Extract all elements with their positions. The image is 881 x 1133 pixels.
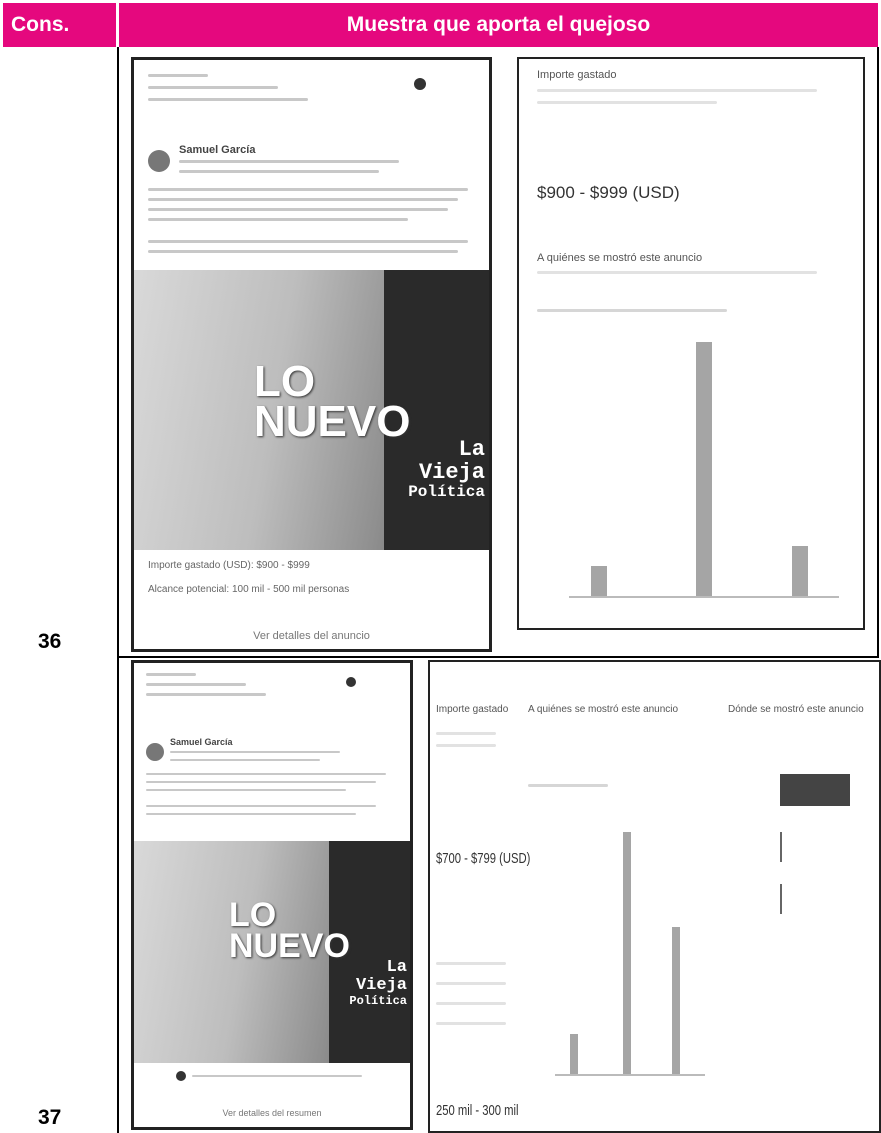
text-line [436,982,506,985]
text-line [192,1075,362,1077]
tagline: La Vieja Política [408,438,485,501]
text-line [148,240,468,243]
text-line [436,1022,506,1025]
header-text: Cons. [11,13,70,36]
tab-row [537,309,727,312]
bar [591,566,607,596]
tag: La [458,437,485,462]
text-line [148,98,308,101]
tag: Política [408,483,485,502]
tag: Vieja [355,975,407,995]
icon [414,78,426,90]
author: Samuel García [179,144,256,156]
spend-value: $900 - $999 (USD) [537,183,680,202]
ad-image-panel [329,841,410,1063]
bar [696,342,712,596]
text-line [179,160,399,163]
text-line [148,188,468,191]
bar [570,1034,578,1074]
spend-value: $700 - $799 (USD) [436,850,531,867]
row-border [117,656,879,658]
text-line [146,805,376,807]
ad-stats: Importe gastado $900 - $999 (USD) A quié… [517,57,865,630]
text-line [148,86,278,89]
tagline: La Vieja Política [349,959,407,1007]
hbar [780,884,782,914]
text-line [148,74,208,77]
text-line [179,170,379,173]
text-line [170,751,340,753]
bar [792,546,808,596]
text-line [148,198,458,201]
ad-post: Samuel García LO NUEVO La Vieja Política I… [131,57,492,652]
hbar [780,774,850,806]
ad-post: Samuel García LO NUEVO La Vieja Política V… [131,660,413,1130]
text-line [537,271,817,274]
text-line [148,218,408,221]
author: Samuel García [170,737,233,747]
baseline [569,596,839,598]
section-title: A quiénes se mostró este anuncio [528,704,679,715]
text-line [146,683,246,686]
text-line [436,744,496,747]
icon [346,677,356,687]
section-title: Importe gastado [537,69,617,81]
text-line [170,759,320,761]
text-line [537,101,717,104]
text-line [148,208,448,211]
avatar [146,743,164,761]
bar [623,832,631,1074]
reach: Alcance potencial: 100 mil - 500 mil per… [148,584,350,595]
details-link[interactable]: Ver detalles del anuncio [253,630,370,642]
ad-image-panel [384,270,489,550]
ad-stats: Importe gastado $700 - $799 (USD) 250 mi… [428,660,881,1133]
headline: NUEVO [254,397,411,446]
headline: NUEVO [229,927,350,965]
section-title: Importe gastado [436,704,509,715]
table-border [877,47,879,657]
text-line [436,962,506,965]
icon [176,1071,186,1081]
section-title: A quiénes se mostró este anuncio [537,252,703,264]
row-number: 36 [38,630,62,653]
text-line [146,813,356,815]
text-line [146,773,386,775]
reach-value: 250 mil - 300 mil [436,1102,519,1119]
section-title: Dónde se mostró este anuncio [728,704,864,715]
spend: Importe gastado (USD): $900 - $999 [148,560,310,571]
hbar [780,832,782,862]
text-line [146,781,376,783]
headline: LO [229,896,277,934]
text-line [537,89,817,92]
tag: Vieja [418,460,485,486]
tag: Política [349,993,407,1008]
tag: La [386,958,407,977]
details-link[interactable]: Ver detalles del resumen [222,1108,322,1118]
text-line [436,732,496,735]
text-line [148,250,458,253]
row-number: 37 [38,1106,62,1129]
baseline [555,1074,705,1076]
text-line [436,1002,506,1005]
text-line [146,673,196,676]
column-border [117,47,119,1133]
text-line [146,789,346,791]
header-cell: Cons. [3,3,116,47]
text-line [146,693,266,696]
avatar [148,150,170,172]
bar [672,927,680,1074]
header-cell: Muestra que aporta el quejoso [119,3,878,47]
header-text: Muestra que aporta el quejoso [346,13,651,36]
tab-row [528,784,608,787]
headline: LO [254,357,316,406]
